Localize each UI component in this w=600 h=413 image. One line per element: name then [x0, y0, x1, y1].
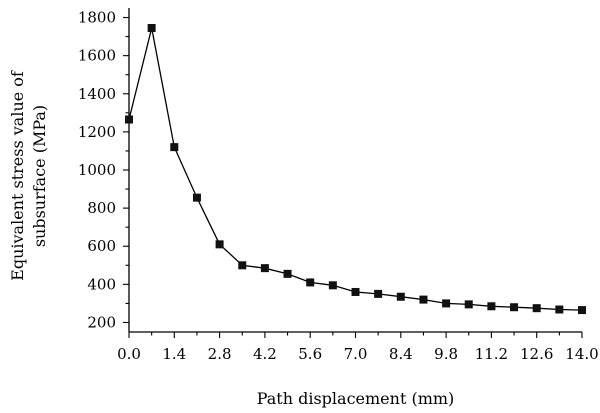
x-tick-label: 4.2: [253, 345, 277, 363]
x-axis-title: Path displacement (mm): [257, 389, 455, 408]
x-axis-ticks: 0.0 1.4 2.8 4.2 5.6 7.0 8.4 9.8 11.2 12.6 14.0: [117, 332, 599, 363]
x-tick-label: 11.2: [475, 345, 508, 363]
data-point-marker: [374, 289, 383, 298]
data-point-marker: [419, 295, 428, 304]
data-point-marker: [396, 292, 405, 301]
data-point-marker: [442, 299, 451, 308]
y-tick-label: 1800: [78, 9, 116, 27]
series-line: [128, 27, 583, 311]
y-axis-title-line: Equivalent stress value of: [8, 70, 27, 281]
y-tick-label: 1000: [78, 161, 116, 179]
data-point-marker: [351, 287, 360, 296]
x-tick-label: 12.6: [520, 345, 553, 363]
y-axis-ticks: 200 400 600 800 1000 1200 1400 1600 1800: [78, 9, 129, 331]
y-tick-label: 800: [87, 199, 116, 217]
y-tick-label: 200: [87, 313, 116, 331]
data-point-marker: [283, 269, 292, 278]
x-tick-label: 9.8: [434, 345, 458, 363]
y-tick-label: 400: [87, 275, 116, 293]
data-point-marker: [532, 304, 541, 313]
y-tick-label: 1200: [78, 123, 116, 141]
data-point-marker: [238, 261, 247, 270]
axes: [128, 8, 582, 333]
x-tick-label: 5.6: [298, 345, 322, 363]
y-tick-label: 1400: [78, 85, 116, 103]
x-tick-label: 2.8: [208, 345, 232, 363]
x-tick-label: 0.0: [117, 345, 141, 363]
data-point-marker: [125, 115, 133, 124]
data-point-marker: [328, 281, 337, 290]
series-group: [125, 24, 586, 315]
x-tick-label: 7.0: [344, 345, 368, 363]
x-tick-label: 1.4: [162, 345, 186, 363]
y-tick-label: 1600: [78, 47, 116, 65]
data-point-marker: [192, 193, 201, 202]
x-tick-label: 14.0: [565, 345, 598, 363]
data-point-marker: [147, 24, 156, 33]
data-point-marker: [555, 305, 564, 314]
y-axis-title: Equivalent stress value of subsurface (MP…: [8, 70, 49, 281]
data-point-marker: [215, 240, 224, 249]
data-point-marker: [260, 264, 269, 273]
data-point-marker: [510, 303, 519, 312]
x-tick-label: 8.4: [389, 345, 413, 363]
data-point-marker: [306, 278, 315, 287]
y-axis-title-line: subsurface (MPa): [30, 105, 49, 247]
data-point-marker: [578, 306, 586, 315]
data-point-marker: [487, 302, 496, 311]
data-point-marker: [170, 143, 179, 152]
data-point-marker: [464, 300, 473, 309]
y-tick-label: 600: [87, 237, 116, 255]
